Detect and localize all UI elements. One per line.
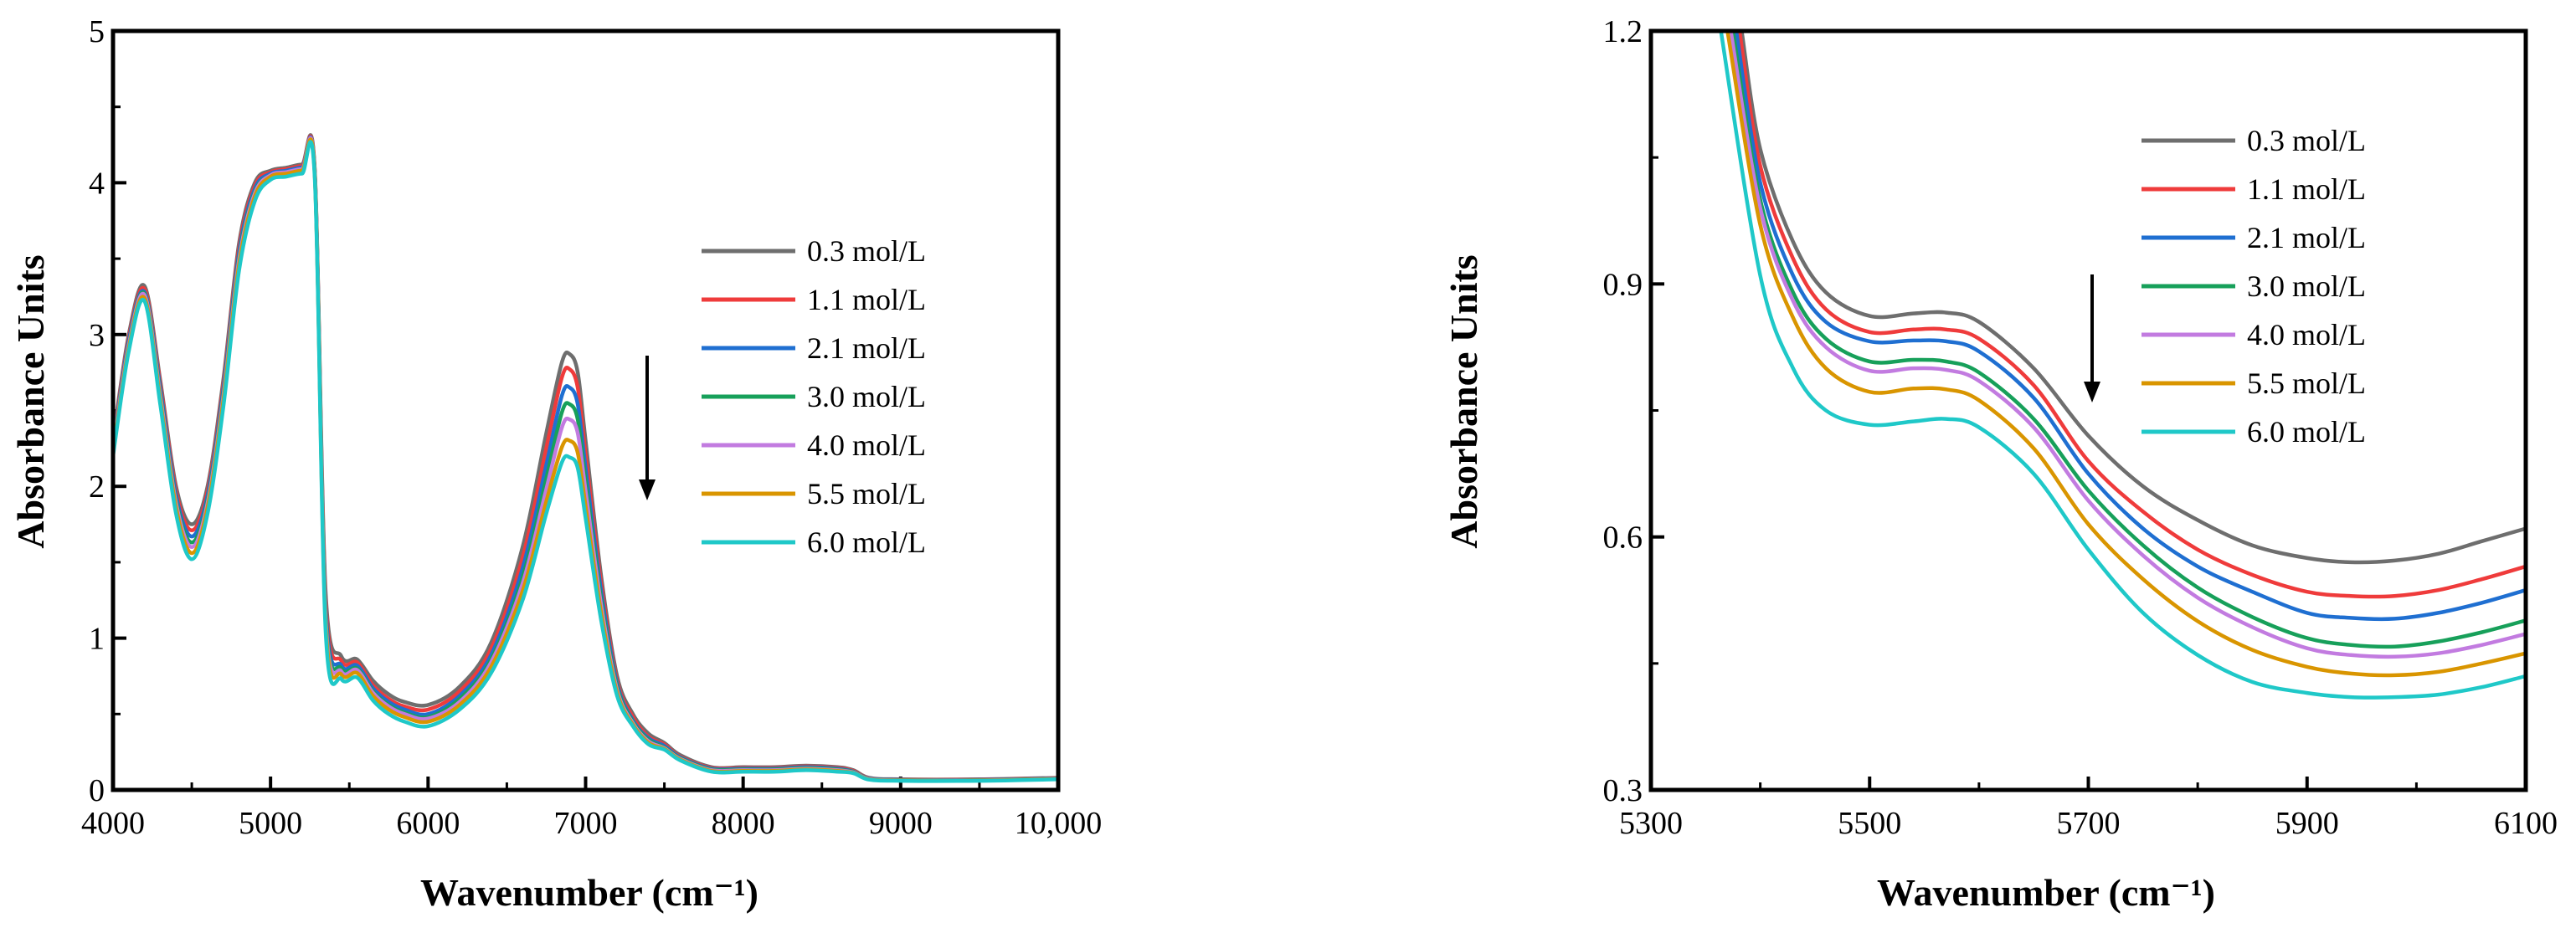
- y-tick-label: 1.2: [1603, 14, 1643, 49]
- left-spectrum-panel: 4000 5000 6000 7000 8000 9000 10,000 0 1 2 3 4 5 Wa…: [9, 14, 1102, 914]
- series-line-3-0-mol-l: [1730, 28, 2528, 649]
- y-tick-label: 0.6: [1603, 520, 1643, 556]
- left-x-tick-labels: 4000 5000 6000 7000 8000 9000 10,000: [81, 806, 1102, 841]
- y-tick-label: 1: [89, 622, 105, 657]
- y-tick-label: 0.3: [1603, 773, 1643, 808]
- y-tick-label: 3: [89, 318, 105, 353]
- legend-label: 5.5 mol/L: [2247, 367, 2366, 400]
- left-y-axis-title: Absorbance Units: [9, 254, 52, 548]
- legend-label: 0.3 mol/L: [807, 234, 926, 268]
- y-tick-label: 5: [89, 14, 105, 49]
- y-tick-label: 0.9: [1603, 267, 1643, 302]
- legend-label: 3.0 mol/L: [2247, 269, 2366, 303]
- legend-label: 1.1 mol/L: [2247, 172, 2366, 206]
- legend-label: 5.5 mol/L: [807, 477, 926, 510]
- x-tick-label: 7000: [554, 806, 618, 841]
- x-tick-label: 9000: [869, 806, 933, 841]
- series-line-6-0-mol-l: [111, 140, 1061, 783]
- series-line-1-1-mol-l: [1737, 28, 2528, 599]
- right-y-axis-title: Absorbance Units: [1442, 254, 1485, 548]
- x-tick-label: 6000: [396, 806, 460, 841]
- x-tick-label: 4000: [81, 806, 145, 841]
- x-tick-label: 6100: [2494, 806, 2558, 841]
- right-x-tick-labels: 5300 5500 5700 5900 6100: [1619, 806, 2558, 841]
- legend-label: 1.1 mol/L: [807, 283, 926, 316]
- right-series-lines: [1719, 28, 2528, 700]
- right-y-tick-labels: 0.3 0.6 0.9 1.2: [1603, 14, 1643, 808]
- series-line-2-1-mol-l: [1734, 28, 2528, 622]
- legend-label: 4.0 mol/L: [807, 428, 926, 462]
- x-tick-label: 5300: [1619, 806, 1683, 841]
- x-tick-label: 5500: [1838, 806, 1901, 841]
- y-tick-label: 4: [89, 166, 105, 201]
- left-plot-frame: [111, 28, 1061, 792]
- left-y-tick-labels: 0 1 2 3 4 5: [89, 14, 105, 808]
- series-line-6-0-mol-l: [1719, 28, 2528, 700]
- y-tick-label: 0: [89, 773, 105, 808]
- series-line-0-3-mol-l: [1740, 28, 2528, 565]
- x-tick-label: 10,000: [1015, 806, 1103, 841]
- x-tick-label: 5700: [2057, 806, 2121, 841]
- left-legend: 0.3 mol/L 1.1 mol/L 2.1 mol/L 3.0 mol/L 4.0 …: [702, 234, 926, 559]
- legend-label: 6.0 mol/L: [2247, 415, 2366, 449]
- right-zoom-panel: 5300 5500 5700 5900 6100 0.3 0.6 0.9 1.2 Wavenu…: [1442, 14, 2558, 914]
- x-tick-label: 5900: [2275, 806, 2339, 841]
- x-tick-label: 5000: [239, 806, 302, 841]
- legend-label: 0.3 mol/L: [2247, 124, 2366, 157]
- legend-label: 2.1 mol/L: [807, 331, 926, 365]
- legend-label: 4.0 mol/L: [2247, 318, 2366, 351]
- legend-label: 2.1 mol/L: [2247, 221, 2366, 254]
- right-trend-arrow: [2084, 274, 2100, 402]
- y-tick-label: 2: [89, 469, 105, 505]
- left-trend-arrow: [639, 356, 656, 500]
- legend-label: 6.0 mol/L: [807, 526, 926, 559]
- left-x-axis-title: Wavenumber (cm⁻¹): [420, 871, 758, 914]
- series-line-5-5-mol-l: [1725, 28, 2528, 678]
- right-plot-frame: [1648, 28, 2528, 792]
- left-series-lines: [111, 133, 1061, 783]
- right-legend: 0.3 mol/L 1.1 mol/L 2.1 mol/L 3.0 mol/L 4.0 …: [2142, 124, 2366, 449]
- legend-label: 3.0 mol/L: [807, 380, 926, 413]
- x-tick-label: 8000: [712, 806, 775, 841]
- series-line-4-0-mol-l: [1729, 28, 2528, 659]
- right-x-axis-title: Wavenumber (cm⁻¹): [1877, 871, 2215, 914]
